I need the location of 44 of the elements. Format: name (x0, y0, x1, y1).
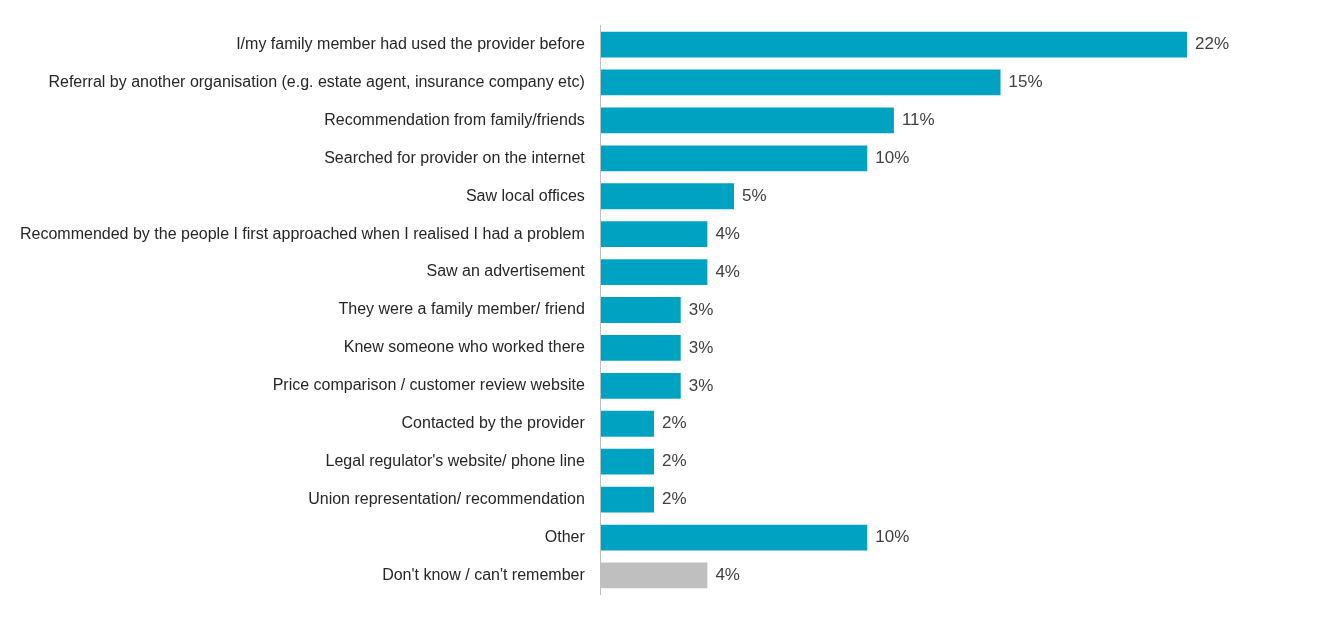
y-tick-label: Saw an advertisement (426, 262, 586, 280)
y-tick-label: I/my family member had used the provider before (236, 34, 585, 52)
data-label: 15% (1008, 72, 1043, 92)
data-label: 4% (715, 261, 740, 281)
y-tick-label: Saw local offices (465, 186, 585, 204)
bar (600, 259, 708, 285)
bar (600, 486, 655, 513)
y-tick-label: Don't know / can't remember (382, 565, 586, 583)
data-label: 2% (662, 413, 687, 433)
bar (600, 448, 655, 475)
bar (600, 107, 894, 134)
bar (600, 145, 868, 172)
data-label: 10% (875, 527, 910, 547)
y-tick-label: They were a family member/ friend (338, 300, 585, 318)
bar (600, 69, 1001, 96)
data-label: 2% (662, 451, 687, 471)
data-label: 10% (875, 148, 910, 168)
data-label: 3% (688, 375, 714, 395)
y-tick-label: Legal regulator's website/ phone line (325, 452, 585, 470)
y-tick-label: Referral by another organisation (e.g. estate agent, insurance company etc) (48, 72, 585, 90)
data-label: 11% (901, 110, 935, 130)
bar (600, 335, 681, 361)
y-tick-label: Recommended by the people I first approached when I realised I had a problem (20, 224, 585, 242)
bar (600, 297, 681, 323)
bar (600, 31, 1188, 58)
data-label: 5% (742, 185, 767, 205)
y-tick-label: Searched for provider on the internet (324, 148, 586, 166)
y-tick-label: Contacted by the provider (401, 414, 586, 432)
data-label: 4% (715, 223, 740, 243)
bar (600, 410, 655, 437)
data-label: 2% (662, 489, 687, 509)
y-tick-label: Knew someone who worked there (343, 338, 585, 356)
data-label: 3% (688, 299, 714, 319)
data-label: 22% (1195, 34, 1230, 54)
bar (600, 221, 708, 248)
bar (600, 183, 735, 210)
y-tick-label: Recommendation from family/friends (324, 110, 585, 128)
bar (600, 524, 868, 551)
y-tick-label: Union representation/ recommendation (308, 490, 585, 508)
data-label: 4% (715, 565, 740, 585)
y-tick-label: Price comparison / customer review website (272, 376, 585, 394)
data-label: 3% (688, 337, 714, 357)
bar (600, 372, 681, 399)
y-tick-label: Other (544, 527, 586, 545)
